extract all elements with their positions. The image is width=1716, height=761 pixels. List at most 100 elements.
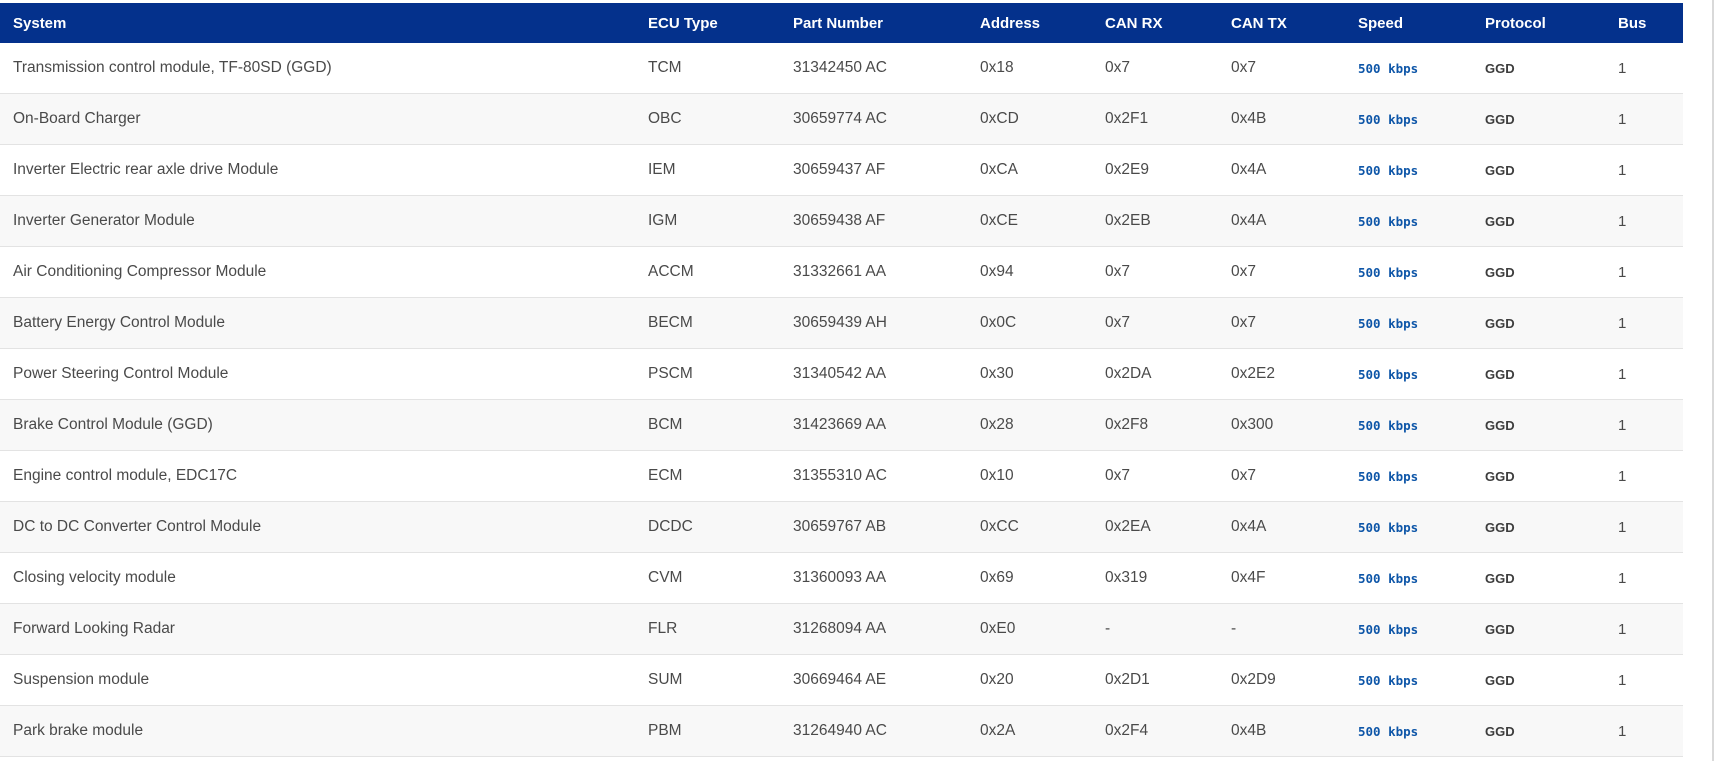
cell-speed: 500 kbps	[1358, 195, 1485, 247]
cell-bus: 1	[1618, 297, 1683, 349]
cell-system: Suspension module	[0, 654, 648, 706]
cell-can_tx: 0x4B	[1231, 93, 1358, 145]
cell-speed: 500 kbps	[1358, 399, 1485, 451]
cell-ecu: DCDC	[648, 501, 793, 553]
cell-address: 0x2A	[980, 705, 1105, 757]
column-header-ecu: ECU Type	[648, 3, 793, 43]
cell-can_tx: 0x7	[1231, 450, 1358, 502]
cell-speed: 500 kbps	[1358, 603, 1485, 655]
cell-system: Closing velocity module	[0, 552, 648, 604]
ecu-table-header: System ECU Type Part Number Address CAN RX CA…	[0, 3, 1683, 43]
cell-protocol: GGD	[1485, 450, 1618, 502]
cell-part: 30659774 AC	[793, 93, 980, 145]
cell-address: 0xCD	[980, 93, 1105, 145]
cell-address: 0xCE	[980, 195, 1105, 247]
cell-part: 31360093 AA	[793, 552, 980, 604]
cell-speed: 500 kbps	[1358, 93, 1485, 145]
cell-system: On-Board Charger	[0, 93, 648, 145]
ecu-table-body: Transmission control module, TF-80SD (GG…	[0, 43, 1683, 757]
cell-ecu: BCM	[648, 399, 793, 451]
table-row: DC to DC Converter Control Module DCDC 306…	[0, 501, 1683, 553]
cell-can_tx: 0x300	[1231, 399, 1358, 451]
cell-protocol: GGD	[1485, 399, 1618, 451]
cell-can_tx: 0x4B	[1231, 705, 1358, 757]
cell-protocol: GGD	[1485, 195, 1618, 247]
cell-address: 0x20	[980, 654, 1105, 706]
cell-part: 31268094 AA	[793, 603, 980, 655]
cell-system: Power Steering Control Module	[0, 348, 648, 400]
cell-part: 30669464 AE	[793, 654, 980, 706]
cell-protocol: GGD	[1485, 297, 1618, 349]
column-header-speed: Speed	[1358, 3, 1485, 43]
cell-ecu: FLR	[648, 603, 793, 655]
table-row: Engine control module, EDC17C ECM 31355310…	[0, 450, 1683, 502]
cell-speed: 500 kbps	[1358, 501, 1485, 553]
column-header-address: Address	[980, 3, 1105, 43]
cell-protocol: GGD	[1485, 603, 1618, 655]
cell-can_rx: 0x2F4	[1105, 705, 1231, 757]
cell-ecu: PSCM	[648, 348, 793, 400]
column-header-can_rx: CAN RX	[1105, 3, 1231, 43]
cell-can_rx: 0x7	[1105, 246, 1231, 298]
cell-system: Inverter Generator Module	[0, 195, 648, 247]
cell-ecu: OBC	[648, 93, 793, 145]
cell-speed: 500 kbps	[1358, 144, 1485, 196]
cell-can_tx: 0x4F	[1231, 552, 1358, 604]
cell-address: 0xE0	[980, 603, 1105, 655]
cell-bus: 1	[1618, 348, 1683, 400]
cell-can_rx: 0x7	[1105, 297, 1231, 349]
cell-address: 0x30	[980, 348, 1105, 400]
cell-part: 31342450 AC	[793, 43, 980, 94]
cell-address: 0xCC	[980, 501, 1105, 553]
cell-protocol: GGD	[1485, 654, 1618, 706]
cell-can_rx: 0x2D1	[1105, 654, 1231, 706]
cell-protocol: GGD	[1485, 501, 1618, 553]
cell-ecu: TCM	[648, 43, 793, 94]
cell-protocol: GGD	[1485, 552, 1618, 604]
header-row: System ECU Type Part Number Address CAN RX CA…	[0, 3, 1683, 43]
cell-system: Inverter Electric rear axle drive Module	[0, 144, 648, 196]
cell-protocol: GGD	[1485, 144, 1618, 196]
cell-can_tx: 0x2D9	[1231, 654, 1358, 706]
cell-part: 31332661 AA	[793, 246, 980, 298]
cell-bus: 1	[1618, 144, 1683, 196]
cell-system: Transmission control module, TF-80SD (GG…	[0, 43, 648, 94]
column-header-bus: Bus	[1618, 3, 1683, 43]
cell-system: Forward Looking Radar	[0, 603, 648, 655]
column-header-part: Part Number	[793, 3, 980, 43]
table-row: Inverter Generator Module IGM 30659438 AF 0…	[0, 195, 1683, 247]
cell-speed: 500 kbps	[1358, 43, 1485, 94]
table-row: Transmission control module, TF-80SD (GG…	[0, 43, 1683, 94]
cell-can_rx: 0x2E9	[1105, 144, 1231, 196]
ecu-table-container: System ECU Type Part Number Address CAN RX CA…	[0, 3, 1683, 757]
cell-can_rx: -	[1105, 603, 1231, 655]
cell-protocol: GGD	[1485, 348, 1618, 400]
cell-ecu: ACCM	[648, 246, 793, 298]
cell-can_tx: -	[1231, 603, 1358, 655]
cell-bus: 1	[1618, 705, 1683, 757]
cell-ecu: IEM	[648, 144, 793, 196]
cell-protocol: GGD	[1485, 93, 1618, 145]
cell-address: 0x94	[980, 246, 1105, 298]
cell-protocol: GGD	[1485, 705, 1618, 757]
cell-can_tx: 0x4A	[1231, 144, 1358, 196]
table-row: Brake Control Module (GGD) BCM 31423669 AA…	[0, 399, 1683, 451]
cell-speed: 500 kbps	[1358, 297, 1485, 349]
cell-part: 31423669 AA	[793, 399, 980, 451]
cell-system: Air Conditioning Compressor Module	[0, 246, 648, 298]
cell-can_tx: 0x4A	[1231, 501, 1358, 553]
cell-ecu: BECM	[648, 297, 793, 349]
cell-ecu: ECM	[648, 450, 793, 502]
page-right-border	[1712, 0, 1714, 761]
table-row: Battery Energy Control Module BECM 3065943…	[0, 297, 1683, 349]
cell-can_rx: 0x2EB	[1105, 195, 1231, 247]
cell-address: 0x69	[980, 552, 1105, 604]
cell-part: 31355310 AC	[793, 450, 980, 502]
cell-bus: 1	[1618, 399, 1683, 451]
cell-speed: 500 kbps	[1358, 654, 1485, 706]
cell-speed: 500 kbps	[1358, 348, 1485, 400]
column-header-protocol: Protocol	[1485, 3, 1618, 43]
cell-address: 0xCA	[980, 144, 1105, 196]
cell-part: 30659437 AF	[793, 144, 980, 196]
cell-can_rx: 0x319	[1105, 552, 1231, 604]
